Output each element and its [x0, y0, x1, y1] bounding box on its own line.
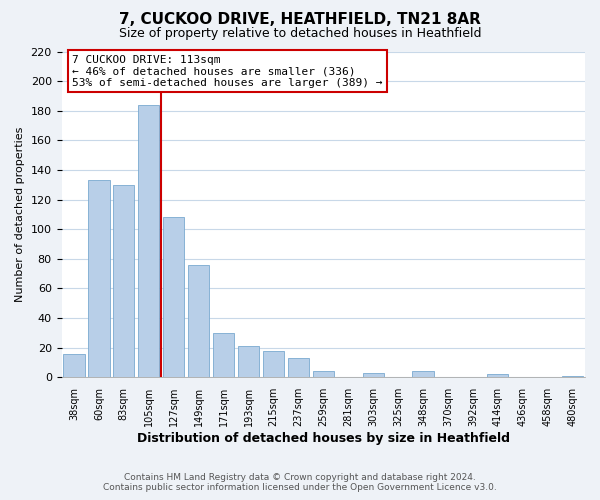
Text: 7 CUCKOO DRIVE: 113sqm
← 46% of detached houses are smaller (336)
53% of semi-de: 7 CUCKOO DRIVE: 113sqm ← 46% of detached… — [72, 55, 382, 88]
Text: 7, CUCKOO DRIVE, HEATHFIELD, TN21 8AR: 7, CUCKOO DRIVE, HEATHFIELD, TN21 8AR — [119, 12, 481, 28]
Text: Contains HM Land Registry data © Crown copyright and database right 2024.
Contai: Contains HM Land Registry data © Crown c… — [103, 473, 497, 492]
X-axis label: Distribution of detached houses by size in Heathfield: Distribution of detached houses by size … — [137, 432, 510, 445]
Bar — [188, 265, 209, 378]
Bar — [487, 374, 508, 378]
Bar — [288, 358, 309, 378]
Bar — [213, 333, 234, 378]
Bar — [362, 373, 384, 378]
Bar — [238, 346, 259, 378]
Y-axis label: Number of detached properties: Number of detached properties — [15, 126, 25, 302]
Bar — [64, 354, 85, 378]
Bar — [412, 372, 434, 378]
Bar — [88, 180, 110, 378]
Bar — [263, 350, 284, 378]
Bar — [113, 185, 134, 378]
Bar — [313, 372, 334, 378]
Bar — [562, 376, 583, 378]
Bar — [138, 105, 160, 378]
Bar — [163, 218, 184, 378]
Text: Size of property relative to detached houses in Heathfield: Size of property relative to detached ho… — [119, 26, 481, 40]
